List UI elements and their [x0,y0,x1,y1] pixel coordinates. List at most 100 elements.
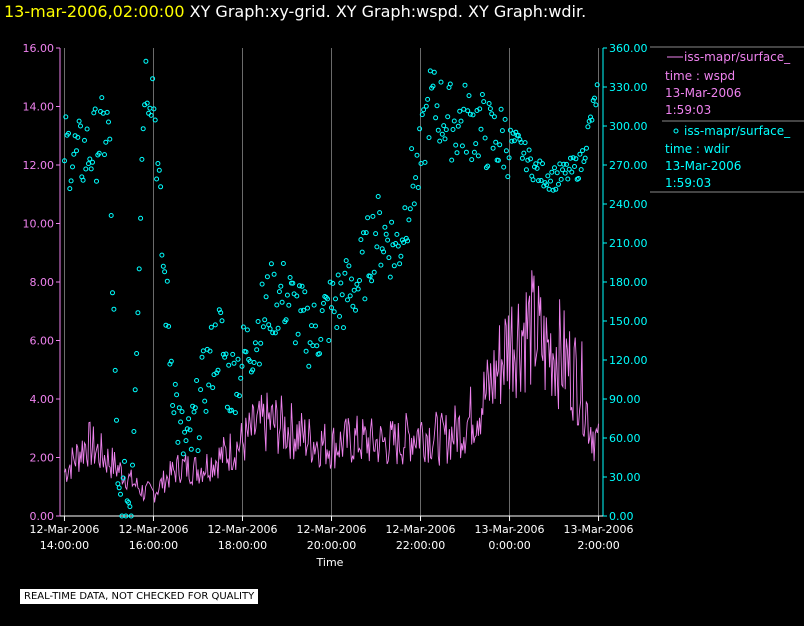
wdir-point [534,165,540,171]
wdir-point [528,156,533,162]
right-tick-label: 300.00 [609,120,648,133]
wdir-point [317,351,322,357]
x-tick-time: 22:00:00 [396,539,445,552]
wdir-point [536,178,541,184]
wdir-point [343,258,349,264]
wdir-point [459,143,465,149]
wdir-point [150,76,156,82]
wdir-point [80,177,86,183]
wdir-point [179,409,185,415]
wdir-point [562,170,568,176]
wdir-point [240,324,246,330]
wspd-series [64,270,599,503]
wdir-point [345,297,350,303]
wdir-point [214,370,220,376]
wdir-point [580,148,585,154]
wdir-point [462,82,468,88]
legend-wdir-var: time : wdir [665,142,730,156]
wdir-point [405,238,411,244]
wdir-point [254,347,260,353]
wdir-point [561,161,567,167]
wdir-point [390,242,396,248]
wdir-point [224,404,230,410]
wdir-point [86,161,91,167]
wdir-point [442,136,448,142]
wdir-point [505,174,511,180]
wdir-point [178,419,184,425]
wdir-point [310,343,316,349]
wdir-point [238,375,244,381]
wdir-point [326,338,332,343]
wdir-point [564,161,569,167]
title-datetime: 13-mar-2006,02:00:00 [4,2,185,21]
wdir-point [566,166,572,172]
wdir-point [560,167,565,173]
wdir-point [511,138,517,144]
wdir-point [334,325,340,330]
wdir-point [114,417,119,423]
wdir-point [305,305,310,311]
wdir-point [99,95,105,101]
wdir-point [183,438,189,444]
wdir-point [455,123,461,129]
wdir-point [92,106,98,112]
wdir-point [399,237,405,243]
left-tick-label: 14.00 [23,101,55,114]
wdir-point [358,237,364,243]
wdir-point [206,382,212,388]
wdir-point [71,151,77,157]
wdir-point [434,103,440,109]
wdir-point [107,136,113,142]
wdir-point [262,317,268,323]
wdir-point [507,127,513,133]
wdir-point [382,224,388,230]
wdir-point [283,317,289,323]
wdir-point [297,283,302,289]
wdir-point [522,140,528,146]
right-tick-label: 270.00 [609,159,648,172]
wdir-point [301,307,306,313]
wdir-point [576,176,581,181]
wdir-series [62,58,600,519]
wdir-point [533,161,539,167]
wdir-point [389,219,395,225]
legend-wdir-time: 1:59:03 [665,176,711,190]
wdir-point [276,289,282,295]
wdir-point [321,300,326,306]
wdir-point [63,114,69,120]
wdir-point [148,112,154,118]
wdir-point [418,161,424,166]
wdir-point [280,261,286,266]
wdir-point [155,161,161,166]
wdir-point [232,410,238,416]
wdir-point [219,318,225,324]
wdir-point [195,448,201,454]
wdir-point [361,230,366,236]
wdir-point [131,429,137,434]
wdir-point [544,182,549,188]
wdir-point [394,231,400,237]
x-tick-date: 12-Mar-2006 [386,523,456,536]
wdir-point [154,176,160,182]
wdir-point [270,330,276,336]
wdir-point [314,343,320,349]
wdir-point [259,281,265,287]
wdir-point [431,69,437,75]
wdir-point [87,156,93,162]
wdir-point [502,116,508,122]
wdir-point [215,367,221,373]
wdir-point [174,392,180,398]
wdir-point [108,213,114,218]
wdir-point [84,126,90,132]
wdir-point [210,385,216,391]
wdir-point [466,93,472,99]
wdir-point [341,325,346,331]
wdir-point [212,322,218,328]
wdir-point [272,330,278,336]
wdir-point [172,381,178,387]
wdir-point [318,336,324,342]
wdir-point [501,164,507,170]
wdir-point [338,280,344,286]
wdir-point [470,112,476,118]
wdir-point [402,205,408,211]
